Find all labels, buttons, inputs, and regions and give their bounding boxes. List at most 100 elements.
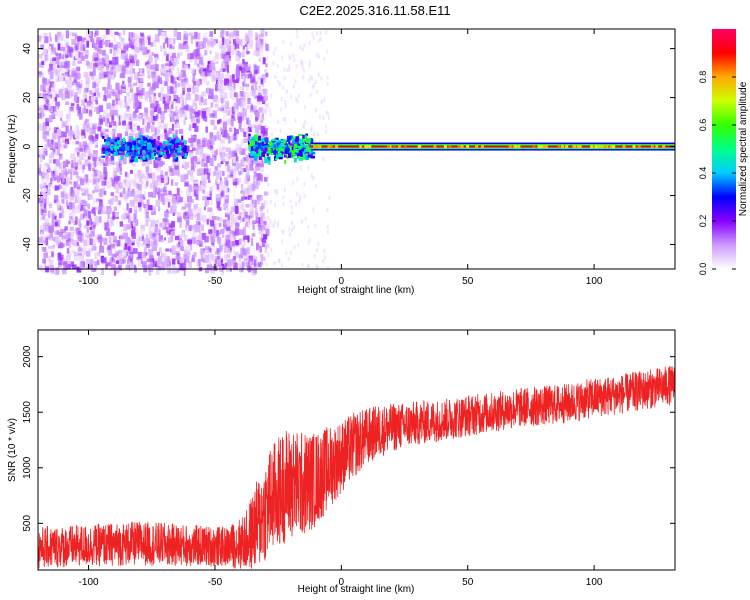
spectrogram-cell	[131, 178, 137, 186]
spectrogram-cell	[258, 225, 262, 231]
spectrogram-cell	[79, 266, 84, 270]
spectrogram-cell	[244, 108, 247, 117]
spectrogram-cell	[140, 129, 143, 138]
spectrogram-cell	[126, 224, 131, 230]
spectrogram-cell	[169, 107, 173, 112]
spectrogram-cell	[256, 153, 259, 157]
spectrogram-cell	[59, 254, 64, 260]
spectrogram-cell	[136, 182, 139, 189]
spectrogram-cell	[218, 84, 223, 88]
spectrogram-cell	[215, 166, 219, 171]
spectrogram-cell	[134, 149, 137, 153]
spectrogram-cell	[229, 172, 234, 178]
spectrogram-cell	[154, 64, 159, 71]
spectrogram-cell	[298, 146, 303, 150]
spectrogram-cell	[49, 171, 53, 178]
spectrogram-cell	[73, 76, 77, 83]
spectrogram-cell	[128, 40, 134, 46]
spectrogram-cell	[71, 215, 75, 224]
spectrogram-cell	[80, 56, 85, 61]
spectrogram-cell	[280, 107, 283, 112]
spectrogram-cell	[208, 168, 212, 176]
spectrogram-cell	[142, 253, 147, 262]
spectrogram-cell	[130, 73, 133, 80]
spectrogram-cell	[276, 140, 280, 144]
spectrogram-cell	[103, 71, 109, 78]
spectrogram-cell	[159, 133, 164, 140]
spectrogram-cell	[65, 101, 70, 105]
spectrogram-cell	[544, 145, 548, 149]
spectrogram-cell	[232, 258, 236, 263]
spectrogram-cell	[220, 154, 223, 161]
spectrogram-cell	[274, 47, 277, 52]
spectrogram-cell	[38, 144, 42, 148]
spectrogram-cell	[157, 178, 162, 185]
spectrogram-cell	[197, 144, 200, 150]
spectrogram-cell	[220, 94, 225, 103]
spectrogram-cell	[166, 212, 169, 218]
spectrogram-cell	[240, 99, 244, 107]
spectrogram-cell	[97, 234, 102, 240]
spectrogram-cell	[76, 190, 80, 195]
spectrogram-cell	[80, 79, 83, 84]
spectrogram-cell	[267, 182, 270, 187]
spectrogram-cell	[261, 203, 265, 210]
spectrogram-cell	[128, 37, 133, 42]
spectrogram-cell	[234, 30, 240, 36]
spectrogram-cell	[101, 173, 105, 177]
spectrogram-cell	[259, 246, 262, 253]
spectrogram-cell	[91, 74, 95, 80]
spectrogram-cell	[258, 135, 262, 141]
spectrogram-cell	[146, 199, 150, 206]
spectrogram-cell	[130, 169, 133, 174]
spectrogram-cell	[149, 231, 153, 240]
spectrogram-cell	[145, 219, 149, 227]
spectrogram-cell	[211, 255, 217, 262]
spectrogram-cell	[75, 140, 79, 145]
spectrogram-cell	[136, 87, 141, 95]
spectrogram-cell	[89, 226, 93, 231]
spectrogram-cell	[119, 253, 122, 257]
spectrogram-cell	[39, 185, 45, 190]
spectrogram-cell	[164, 210, 169, 218]
spectrogram-cell	[197, 235, 202, 242]
spectrogram-cell	[460, 145, 464, 149]
spectrogram-cell	[255, 137, 259, 141]
spectrogram-cell	[40, 108, 45, 112]
spectrogram-cell	[252, 176, 258, 181]
spectrogram-cell	[196, 53, 201, 60]
spectrogram-cell	[157, 135, 160, 141]
spectrogram-cell	[322, 157, 325, 162]
spectrogram-cell	[70, 202, 75, 209]
spectrogram-cell	[60, 117, 63, 121]
spectrogram-cell	[262, 88, 268, 92]
spectrogram-cell	[223, 225, 227, 230]
spectrogram-cell	[138, 156, 142, 159]
spectrogram-cell	[163, 51, 167, 56]
spectrogram-cell	[168, 113, 172, 117]
spectrogram-cell	[44, 175, 49, 182]
spectrogram-cell	[132, 127, 136, 133]
spectrogram-cell	[58, 243, 64, 248]
spectrogram-cell	[249, 157, 254, 164]
spectrogram-cell	[128, 121, 133, 130]
spectrogram-cell	[117, 133, 122, 142]
spectrogram-cell	[118, 159, 122, 166]
spectrogram-cell	[180, 129, 183, 133]
spectrogram-cell	[163, 154, 167, 159]
spectrogram-cell	[138, 171, 144, 179]
spectrogram-cell	[235, 206, 239, 214]
spectrogram-cell	[270, 132, 273, 137]
spectrogram-cell	[225, 239, 231, 246]
spectrogram-cell	[202, 98, 208, 106]
spectrogram-cell	[169, 87, 174, 94]
spectrogram-cell	[256, 99, 261, 105]
spectrogram-cell	[204, 236, 209, 243]
spectrogram-cell	[207, 144, 210, 150]
snr-y-tick-label: 1000	[22, 456, 33, 479]
spectrogram-cell	[171, 153, 176, 158]
spectrogram-cell	[260, 212, 265, 219]
spectrogram-cell	[269, 199, 272, 204]
spectrogram-cell	[134, 105, 139, 113]
spectrogram-cell	[95, 183, 98, 189]
